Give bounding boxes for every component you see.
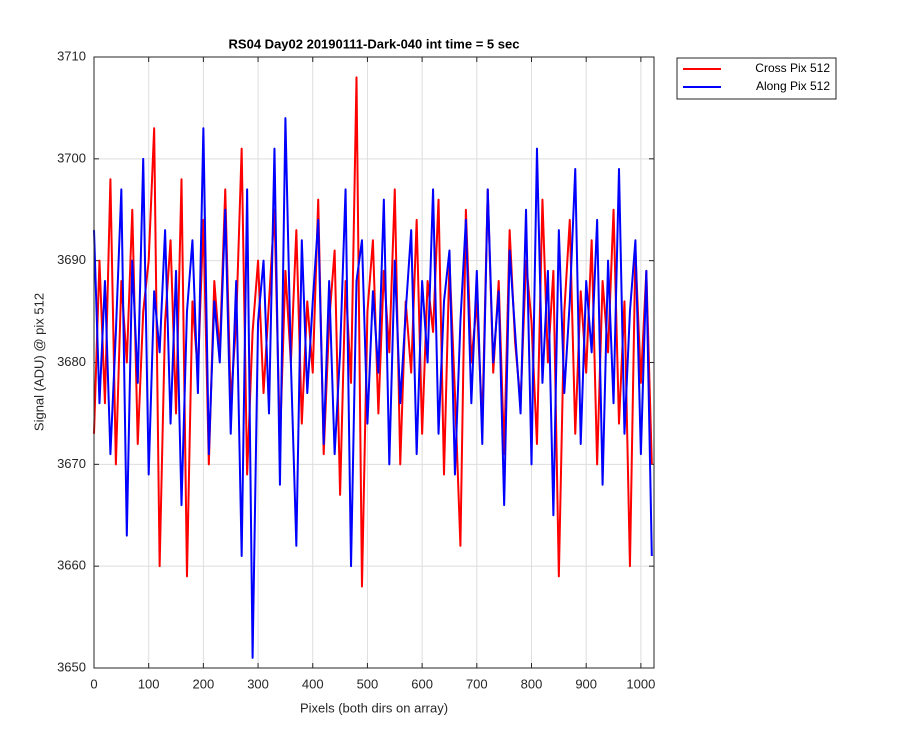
legend-label: Cross Pix 512: [755, 61, 830, 75]
axes-box: [93, 56, 655, 669]
x-tick-label: 100: [138, 676, 160, 691]
data-line: [93, 117, 653, 659]
x-tick-label: 500: [357, 676, 379, 691]
x-axis-label: Pixels (both dirs on array): [300, 700, 448, 715]
y-axis-label: Signal (ADU) @ pix 512: [31, 293, 46, 431]
x-tick-label: 900: [575, 676, 597, 691]
chart-title: RS04 Day02 20190111-Dark-040 int time = …: [229, 36, 520, 51]
x-tick-label: 700: [466, 676, 488, 691]
y-tick-label: 3660: [57, 558, 86, 573]
legend-label: Along Pix 512: [756, 79, 830, 93]
y-tick-label: 3700: [57, 150, 86, 165]
x-tick-label: 200: [193, 676, 215, 691]
x-tick-label: 1000: [626, 676, 655, 691]
y-tick-label: 3650: [57, 659, 86, 674]
y-tick-label: 3690: [57, 252, 86, 267]
legend: Cross Pix 512 Along Pix 512: [676, 57, 837, 100]
data-line: [93, 76, 653, 588]
y-tick-label: 3710: [57, 48, 86, 63]
x-tick-label: 600: [411, 676, 433, 691]
x-tick-label: 0: [90, 676, 97, 691]
x-tick-label: 800: [521, 676, 543, 691]
y-tick-label: 3670: [57, 456, 86, 471]
x-tick-label: 400: [302, 676, 324, 691]
y-tick-label: 3680: [57, 354, 86, 369]
x-tick-label: 300: [247, 676, 269, 691]
legend-box: [676, 57, 837, 100]
